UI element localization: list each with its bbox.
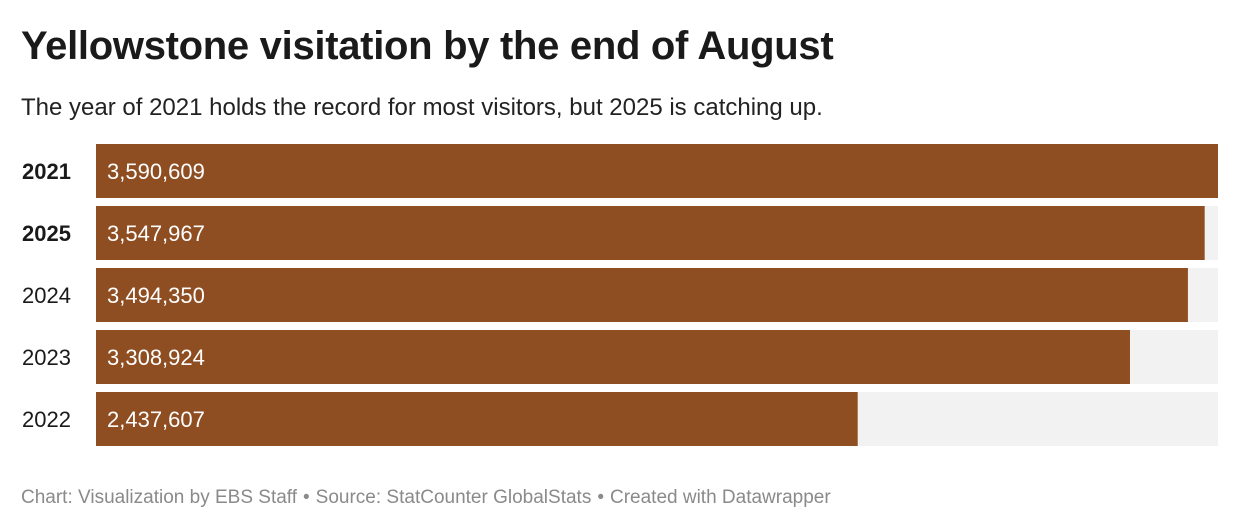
value-label-2023: 3,308,924 — [107, 345, 205, 370]
category-label-2021: 2021 — [22, 159, 71, 184]
bar-2024 — [96, 268, 1188, 322]
category-label-2023: 2023 — [22, 345, 71, 370]
chart-subtitle: The year of 2021 holds the record for mo… — [21, 94, 823, 121]
created-with: Created with Datawrapper — [609, 487, 831, 508]
value-label-2021: 3,590,609 — [107, 159, 205, 184]
category-label-2022: 2022 — [22, 407, 71, 432]
bar-2025 — [96, 206, 1205, 260]
footer-separator: • — [303, 487, 310, 508]
category-label-2025: 2025 — [22, 221, 71, 246]
bar-chart: 2021 3,590,609 2025 3,547,967 2024 3,494,350 2… — [22, 144, 1218, 446]
bar-2021 — [96, 144, 1218, 198]
chart-footer: Chart: Visualization by EBS Staff • Source… — [21, 486, 831, 510]
bar-2023 — [96, 330, 1130, 384]
bar-2022 — [96, 392, 858, 446]
value-label-2022: 2,437,607 — [107, 407, 205, 432]
chart-source: Source: StatCounter GlobalStats — [315, 487, 592, 508]
chart-credit: Chart: Visualization by EBS Staff — [21, 487, 298, 508]
chart-title: Yellowstone visitation by the end of Aug… — [21, 24, 834, 68]
footer-separator: • — [597, 487, 604, 508]
category-label-2024: 2024 — [22, 283, 71, 308]
value-label-2025: 3,547,967 — [107, 221, 205, 246]
value-label-2024: 3,494,350 — [107, 283, 205, 308]
